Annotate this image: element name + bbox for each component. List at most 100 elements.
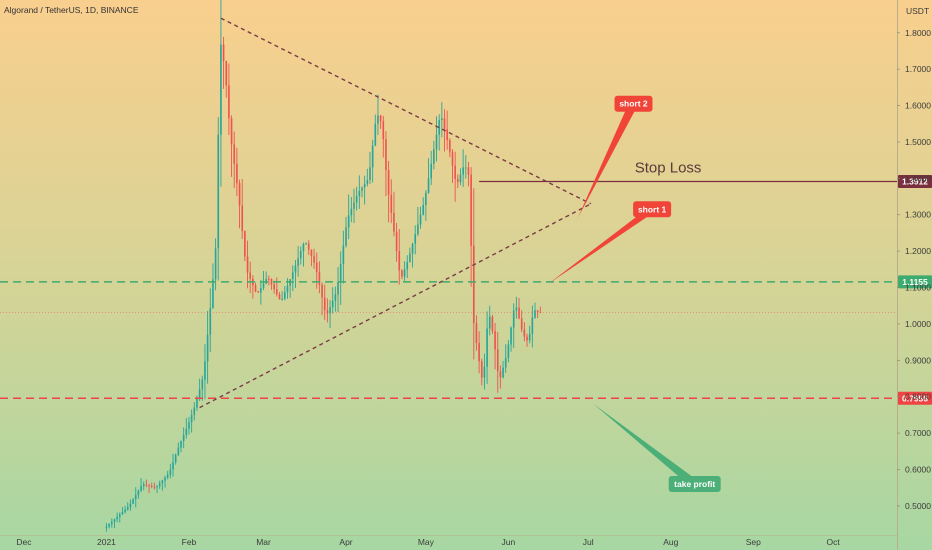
candle-body — [126, 507, 129, 510]
candle-body — [401, 270, 403, 277]
candle-body — [134, 494, 137, 500]
candle-body — [294, 265, 297, 273]
time-axis[interactable]: Dec 2021 Feb Mar Apr May Jun Jul Aug Sep Oct — [16, 537, 840, 547]
candle-body — [480, 361, 483, 378]
candle-body — [430, 163, 433, 179]
candle-body — [310, 249, 313, 257]
candle-body — [411, 243, 414, 254]
candle-body — [406, 262, 409, 270]
candle-body — [494, 331, 496, 350]
take-profit-line-price-badge — [898, 391, 932, 405]
take-profit-callout-label: take profit — [674, 479, 715, 489]
candle-body — [286, 285, 289, 293]
y-tick-label: 1.5000 — [905, 137, 931, 147]
candle-body — [233, 144, 236, 164]
candle-body — [387, 170, 390, 195]
candle-body — [491, 316, 494, 332]
candle-body — [113, 519, 116, 522]
candle-body — [454, 165, 456, 179]
candle-body — [241, 205, 244, 232]
candle-body — [414, 234, 417, 244]
candle-body — [299, 251, 302, 259]
candle-body — [470, 174, 472, 246]
resistance-line-price-badge — [898, 275, 932, 289]
candle-body — [417, 224, 419, 235]
candle-body — [358, 191, 361, 197]
candle-body — [209, 308, 212, 335]
candle-body — [158, 483, 161, 487]
candle-body — [124, 509, 126, 512]
resistance-line-price-label: 1.1155 — [902, 277, 928, 287]
candle-body — [182, 434, 185, 441]
x-tick-label: Feb — [182, 537, 197, 547]
candle-body — [270, 279, 273, 285]
candle-body — [174, 454, 177, 463]
candles — [105, 0, 542, 532]
chart-title: Algorand / TetherUS, 1D, BINANCE — [4, 5, 139, 15]
candle-body — [204, 361, 206, 380]
candle-body — [177, 447, 180, 455]
candle-body — [363, 183, 366, 188]
x-tick-label: 2021 — [97, 537, 116, 547]
overlay-lines: 1.3912 1.1155 0.7956 Stop Loss — [0, 17, 932, 409]
annotations[interactable]: short 2 short 1 take profit — [548, 95, 721, 493]
candle-body — [222, 44, 225, 61]
price-axis[interactable]: 0.5000 0.6000 0.7000 0.8000 0.9000 1.0000 1.10… — [897, 28, 931, 511]
lower-trendline[interactable] — [199, 203, 592, 409]
candle-body — [244, 231, 246, 257]
candle-body — [449, 140, 451, 153]
candle-body — [504, 357, 507, 368]
candle-body — [393, 212, 395, 232]
candle-body — [488, 316, 491, 329]
candle-body — [238, 183, 241, 206]
candle-body — [374, 123, 377, 146]
candle-body — [105, 526, 108, 528]
candle-body — [342, 245, 345, 264]
candle-body — [353, 202, 355, 209]
candle-body — [297, 258, 299, 266]
short-2-callout-pointer — [577, 101, 638, 219]
short-2-callout-box[interactable] — [614, 95, 653, 112]
take-profit-callout-box[interactable] — [668, 476, 721, 493]
candle-body — [268, 278, 270, 280]
candle-body — [108, 524, 110, 527]
x-tick-label: May — [418, 537, 435, 547]
candle-body — [350, 208, 353, 216]
candle-body — [118, 514, 121, 517]
candle-body — [464, 167, 467, 169]
candle-body — [201, 379, 204, 390]
candle-body — [323, 297, 326, 311]
candle-body — [462, 167, 464, 175]
candle-body — [305, 243, 307, 245]
y-tick-label: 0.9000 — [905, 355, 931, 365]
candle-body — [339, 263, 342, 283]
candle-body — [467, 167, 470, 175]
short-1-callout-box[interactable] — [633, 201, 672, 218]
candle-body — [438, 120, 441, 135]
x-tick-label: Jul — [583, 537, 594, 547]
candle-body — [315, 262, 318, 273]
candle-body — [379, 115, 382, 122]
candle-body — [307, 243, 310, 250]
candle-body — [281, 298, 283, 300]
candle-body — [472, 245, 475, 324]
candle-body — [164, 477, 166, 481]
upper-trendline[interactable] — [220, 17, 592, 205]
y-tick-label: 1.0000 — [905, 319, 931, 329]
x-tick-label: Oct — [827, 537, 841, 547]
candle-body — [366, 180, 369, 184]
candle-body — [425, 192, 427, 206]
x-tick-label: Jun — [502, 537, 516, 547]
candle-body — [382, 121, 385, 140]
candle-body — [249, 272, 252, 279]
x-tick-label: Mar — [256, 537, 271, 547]
candle-body — [475, 323, 478, 344]
candle-body — [526, 336, 528, 341]
candle-body — [355, 196, 358, 203]
candle-body — [190, 414, 193, 423]
candle-body — [246, 256, 249, 273]
candle-body — [321, 284, 323, 298]
